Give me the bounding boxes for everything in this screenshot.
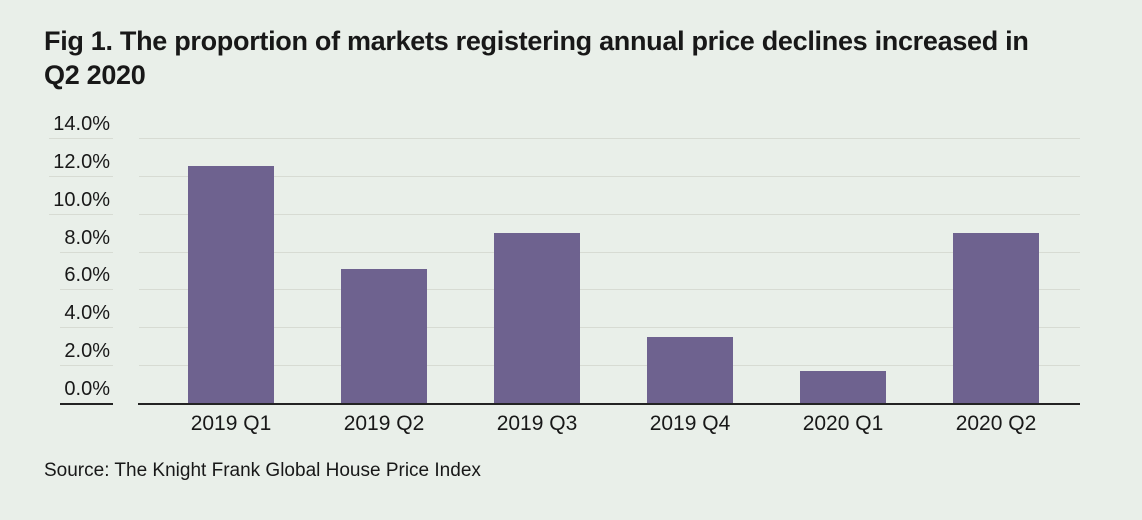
gridline [139, 327, 1080, 328]
gridline [139, 214, 1080, 215]
y-tick-label: 0.0% [60, 378, 113, 405]
bar-2020-q2 [953, 232, 1039, 403]
chart-title: Fig 1. The proportion of markets registe… [44, 26, 1029, 90]
x-tick-label: 2020 Q2 [955, 412, 1037, 435]
bar-2019-q3 [494, 232, 580, 403]
source-note: Source: The Knight Frank Global House Pr… [44, 460, 481, 481]
y-axis: 0.0% 2.0% 4.0% 6.0% 8.0% 10.0% 12.0% 14.0% [36, 113, 113, 405]
y-tick-label: 8.0% [60, 227, 113, 253]
y-tick-label: 2.0% [60, 340, 113, 366]
y-tick-label: 12.0% [49, 151, 113, 177]
gridline [139, 365, 1080, 366]
bar-2019-q2 [341, 268, 427, 403]
bar-chart-plot-area [138, 138, 1080, 405]
gridline [139, 138, 1080, 139]
x-axis-baseline [138, 403, 1080, 405]
x-axis: 2019 Q1 2019 Q2 2019 Q3 2019 Q4 2020 Q1 2020 … [139, 411, 1080, 437]
gridline [139, 176, 1080, 177]
y-tick-label: 14.0% [49, 113, 113, 139]
x-tick-label: 2019 Q4 [649, 412, 731, 435]
bar-2019-q1 [188, 166, 274, 403]
x-tick-label: 2019 Q3 [496, 412, 578, 435]
gridline [139, 289, 1080, 290]
y-tick-label: 4.0% [60, 302, 113, 328]
x-tick-label: 2019 Q1 [190, 412, 272, 435]
x-tick-label: 2019 Q2 [343, 412, 425, 435]
y-tick-label: 6.0% [60, 264, 113, 290]
y-tick-label: 10.0% [49, 189, 113, 215]
gridline [139, 252, 1080, 253]
bar-2019-q4 [647, 336, 733, 403]
bar-2020-q1 [800, 370, 886, 403]
x-tick-label: 2020 Q1 [802, 412, 884, 435]
